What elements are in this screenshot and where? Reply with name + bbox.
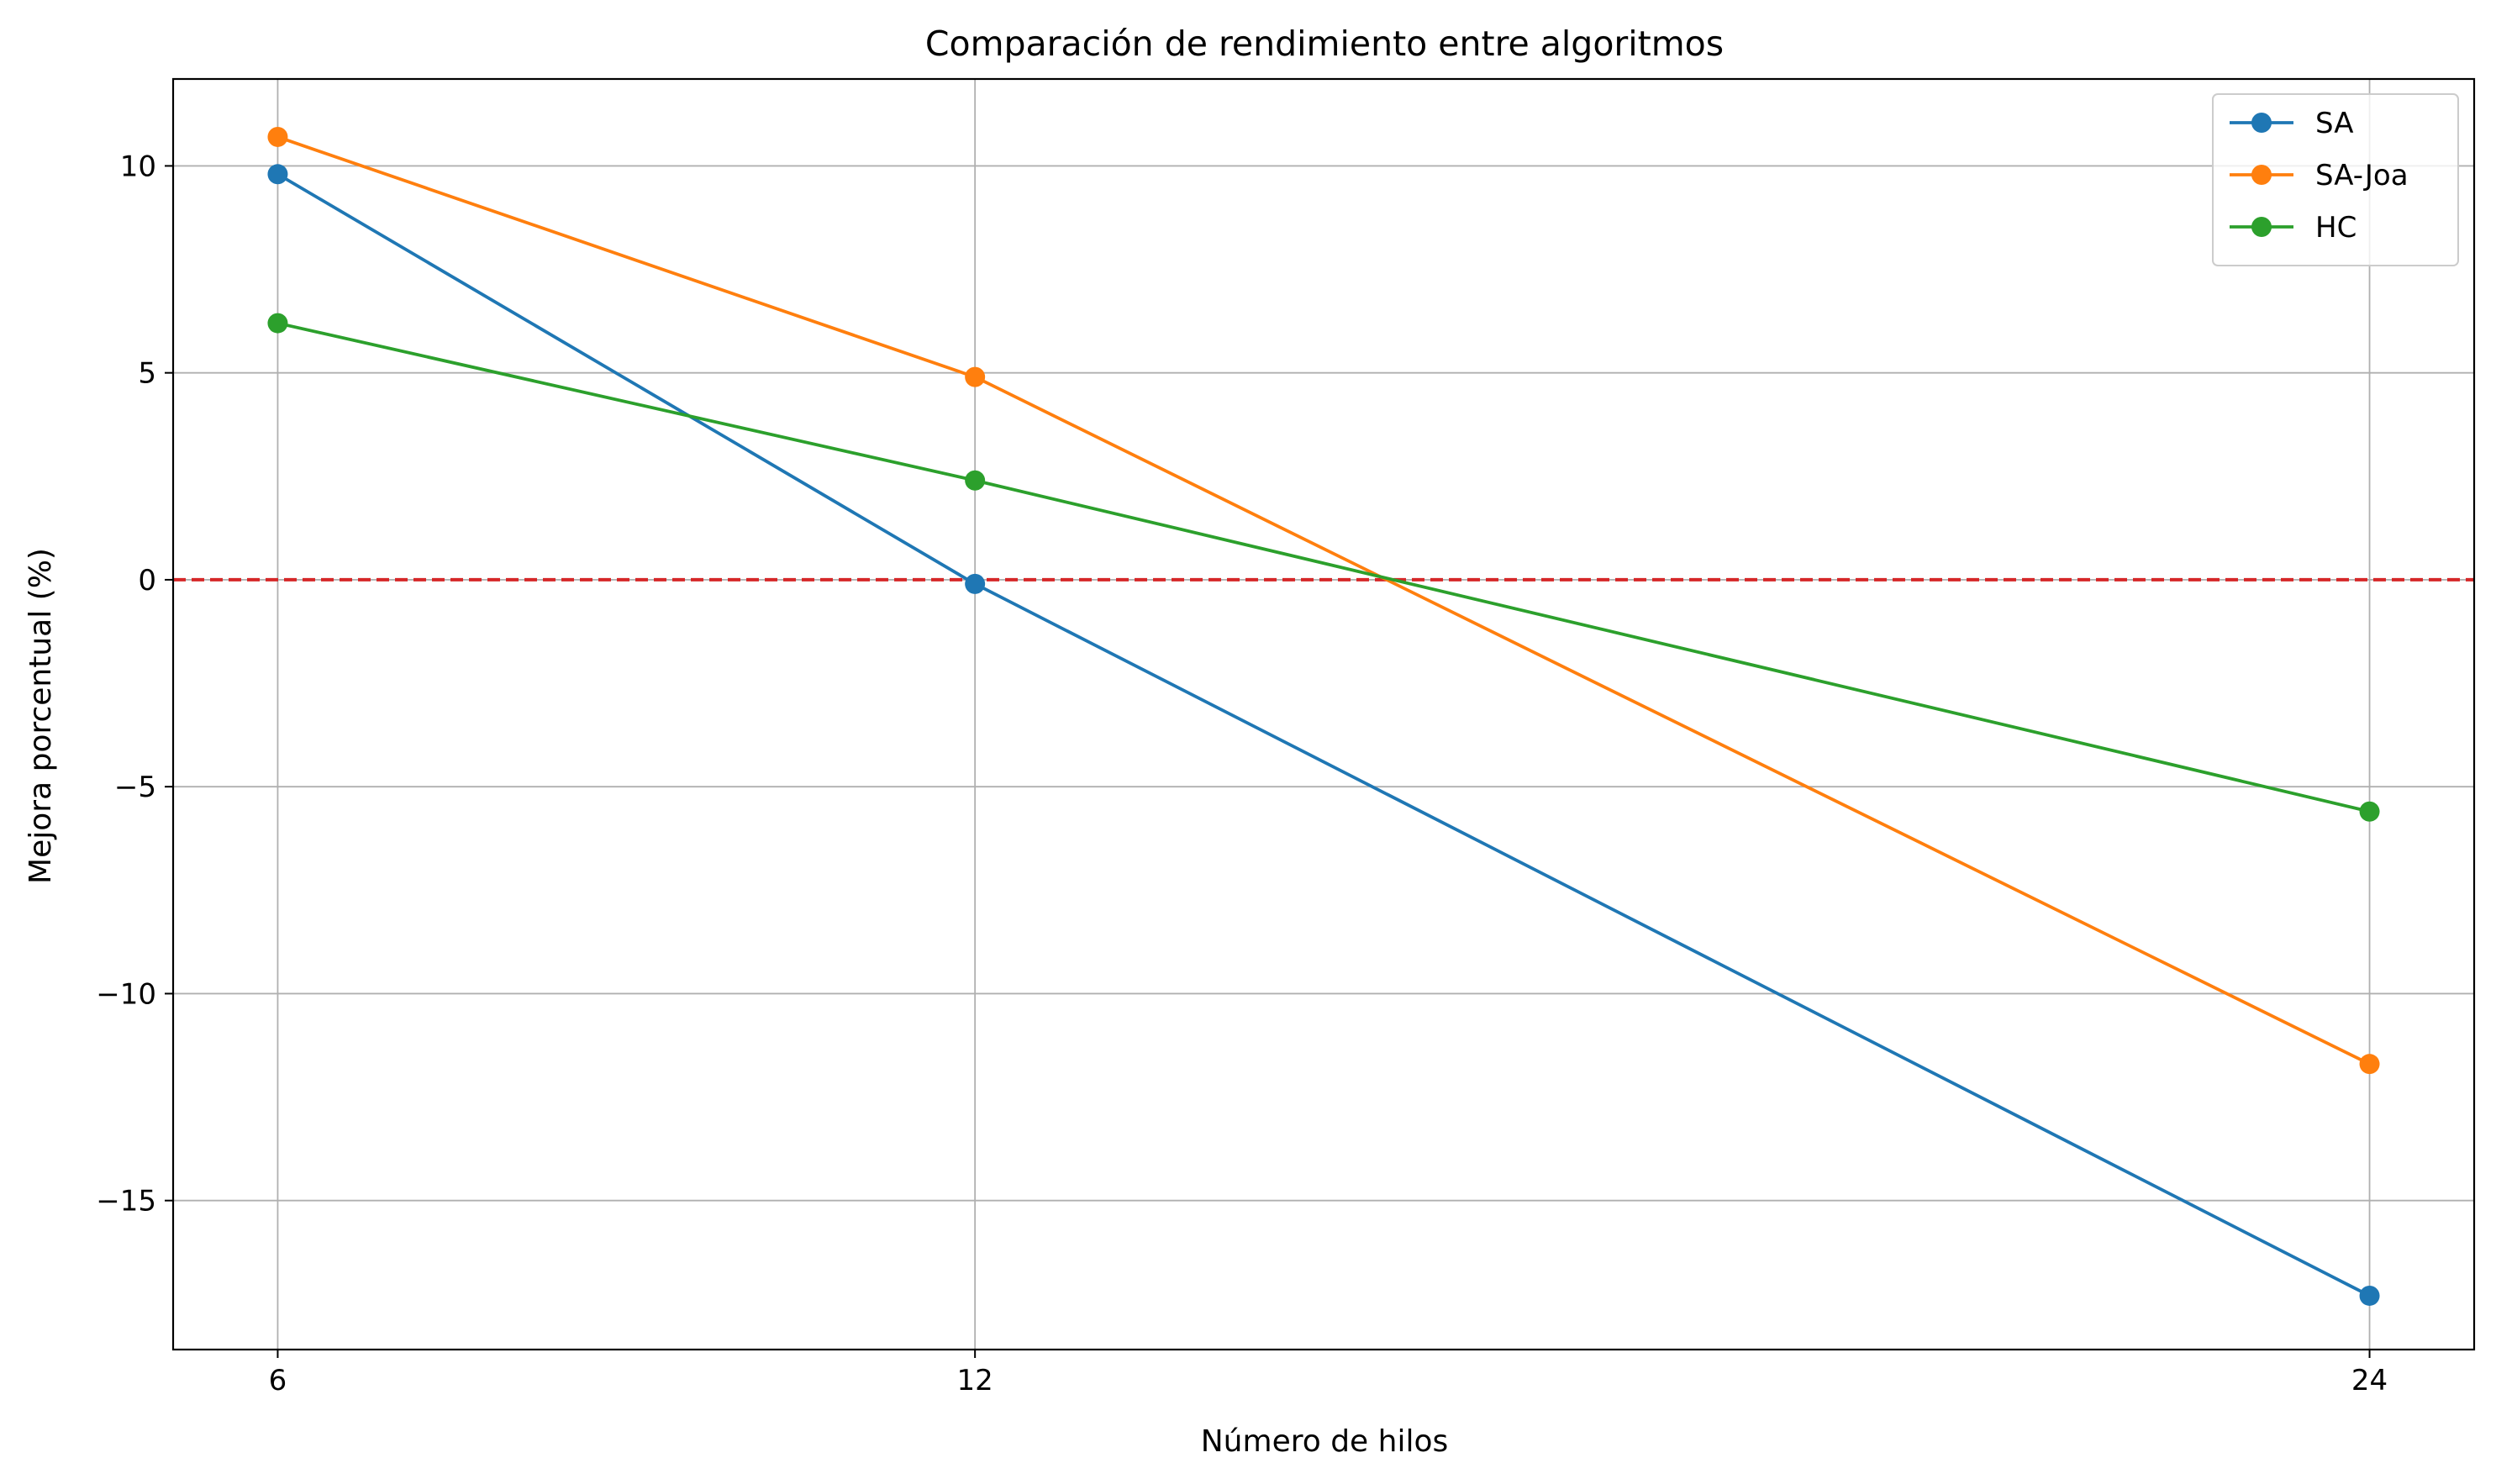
y-tick-label: −15 <box>96 1185 156 1218</box>
legend-entry-hc: HC <box>2230 211 2356 245</box>
plot-area <box>173 79 2474 1350</box>
x-tick-label: 24 <box>2351 1364 2388 1397</box>
axis-ticks: 6 12 24 10 5 0 −5 −10 −15 <box>96 150 2388 1397</box>
data-point-sa <box>2359 1285 2380 1306</box>
x-axis-label: Número de hilos <box>1201 1424 1449 1459</box>
series-sa <box>267 164 2380 1306</box>
legend-label-sa: SA <box>2315 107 2353 140</box>
plot-frame <box>171 77 2476 1351</box>
y-tick-label: 0 <box>138 564 156 597</box>
y-tick-label: 10 <box>120 150 156 183</box>
data-point-sa <box>965 573 986 594</box>
series-group <box>267 126 2380 1306</box>
legend-entry-sa: SA <box>2230 107 2353 140</box>
legend: SA SA-Joa HC <box>2212 93 2459 266</box>
data-point-hc <box>2359 801 2380 822</box>
data-point-sa-joa <box>965 366 986 387</box>
series-sa-joa <box>267 126 2380 1075</box>
series-hc <box>267 313 2380 822</box>
legend-marker-hc <box>2251 217 2272 237</box>
data-point-sa-joa <box>2359 1054 2380 1075</box>
data-point-sa <box>267 164 288 185</box>
x-tick-label: 6 <box>269 1364 287 1397</box>
data-point-sa-joa <box>267 126 288 147</box>
y-tick-label: 5 <box>138 357 156 391</box>
legend-label-hc: HC <box>2315 211 2356 245</box>
legend-label-sa-joa: SA-Joa <box>2315 159 2409 192</box>
legend-box <box>2212 93 2459 266</box>
legend-marker-sa <box>2251 113 2272 133</box>
y-tick-label: −5 <box>114 771 156 804</box>
chart-title: Comparación de rendimiento entre algorit… <box>925 24 1724 64</box>
legend-entry-sa-joa: SA-Joa <box>2230 159 2409 192</box>
y-axis-label: Mejora porcentual (%) <box>24 548 58 884</box>
y-tick-label: −10 <box>96 977 156 1011</box>
legend-marker-sa-joa <box>2251 165 2272 185</box>
x-tick-label: 12 <box>957 1364 993 1397</box>
data-point-hc <box>965 470 986 491</box>
data-point-hc <box>267 313 288 334</box>
